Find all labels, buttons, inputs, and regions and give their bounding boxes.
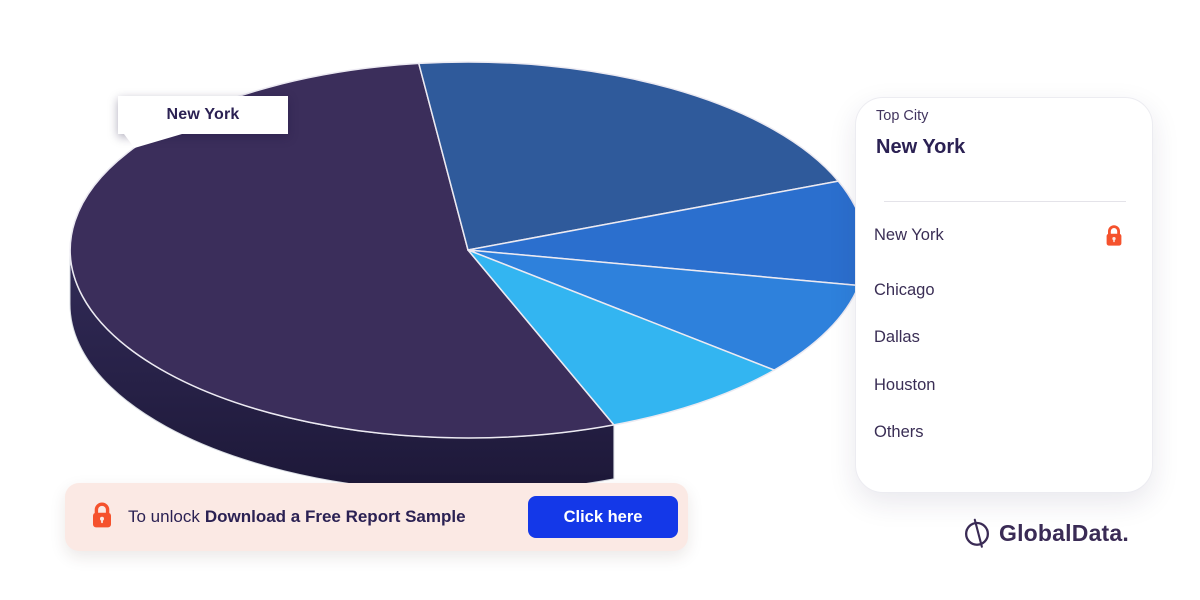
globaldata-logo: GlobalData. — [962, 516, 1129, 550]
city-label: Dallas — [874, 327, 920, 346]
click-here-button[interactable]: Click here — [528, 496, 678, 538]
city-list-item-chicago: Chicago — [874, 277, 1134, 303]
panel-divider — [884, 201, 1126, 202]
unlock-banner: To unlock Download a Free Report Sample … — [65, 483, 688, 551]
pie-slice-chicago[interactable] — [418, 61, 840, 251]
lock-icon — [1106, 224, 1122, 246]
lock-icon — [93, 502, 111, 527]
panel-headline: New York — [876, 136, 966, 158]
city-label: Houston — [874, 375, 936, 394]
banner-message-text: Download a Free Report Sample — [204, 507, 466, 526]
globaldata-logo-text: GlobalData. — [999, 519, 1130, 546]
city-label: Others — [874, 422, 924, 441]
city-list-item-others: Others — [874, 419, 1134, 445]
panel-kicker: Top City — [876, 108, 929, 124]
banner-lock-slot — [90, 501, 114, 534]
city-label: Chicago — [874, 280, 935, 299]
globaldata-globe-icon — [964, 518, 990, 548]
pie-slice-label-callout: New York — [118, 96, 288, 148]
city-list-item-new-york: New York — [874, 222, 1134, 248]
city-label: New York — [874, 225, 944, 244]
pie-slice-others[interactable] — [467, 249, 775, 426]
top-city-panel: Top City New York New York Chicago Dallas… — [855, 97, 1153, 493]
banner-prefix-text: To unlock — [128, 507, 200, 526]
pie-slice-label: New York — [166, 106, 240, 123]
city-list-item-dallas: Dallas — [874, 324, 1134, 350]
city-list-item-houston: Houston — [874, 372, 1134, 398]
